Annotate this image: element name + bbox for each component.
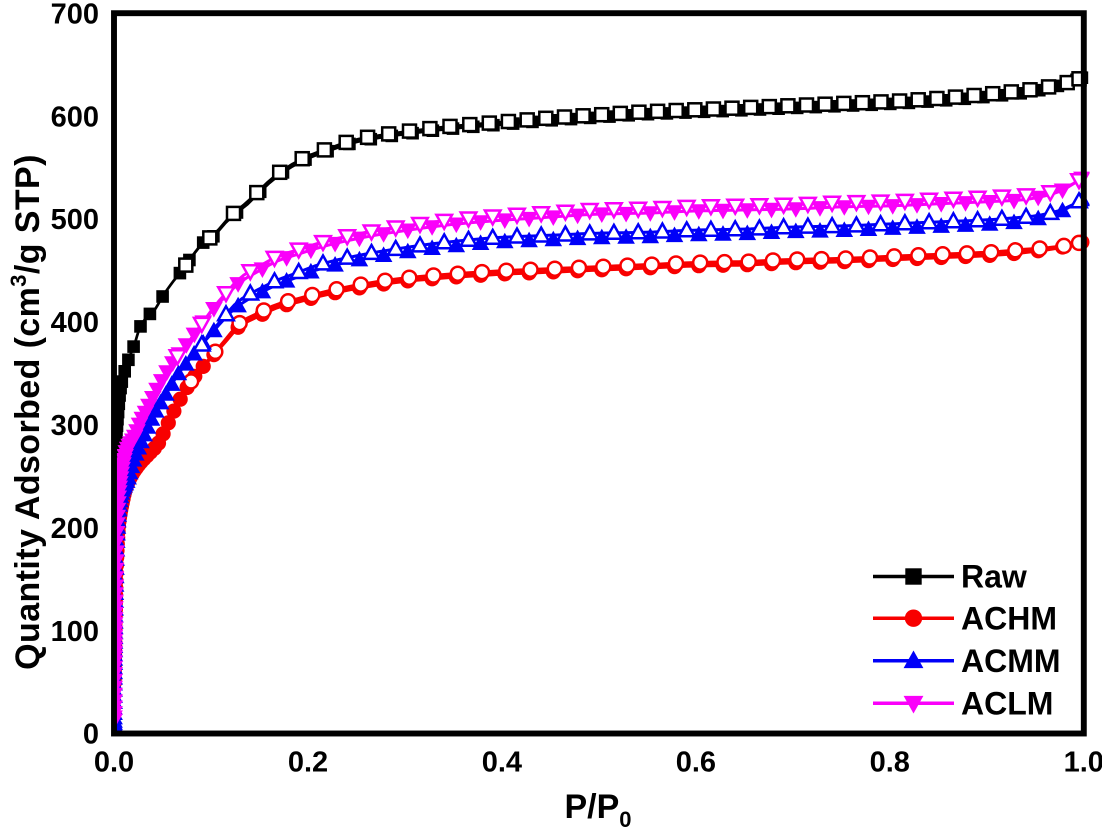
- svg-text:200: 200: [51, 513, 99, 545]
- svg-text:0.8: 0.8: [870, 747, 910, 779]
- svg-text:600: 600: [51, 101, 99, 133]
- svg-text:ACLM: ACLM: [961, 686, 1053, 722]
- svg-text:ACHM: ACHM: [961, 600, 1057, 636]
- svg-text:0: 0: [83, 719, 99, 751]
- svg-text:Quantity Adsorbed (cm3/g STP): Quantity Adsorbed (cm3/g STP): [6, 154, 47, 670]
- svg-text:ACMM: ACMM: [961, 643, 1061, 679]
- svg-text:300: 300: [51, 410, 99, 442]
- svg-text:0.6: 0.6: [676, 747, 716, 779]
- svg-text:500: 500: [51, 204, 99, 236]
- svg-text:0.2: 0.2: [288, 747, 328, 779]
- svg-text:700: 700: [51, 0, 99, 30]
- svg-text:Raw: Raw: [961, 559, 1027, 595]
- svg-text:100: 100: [51, 616, 99, 648]
- svg-text:0.4: 0.4: [482, 747, 522, 779]
- svg-text:400: 400: [51, 307, 99, 339]
- svg-text:0.0: 0.0: [94, 747, 134, 779]
- svg-text:1.0: 1.0: [1064, 747, 1102, 779]
